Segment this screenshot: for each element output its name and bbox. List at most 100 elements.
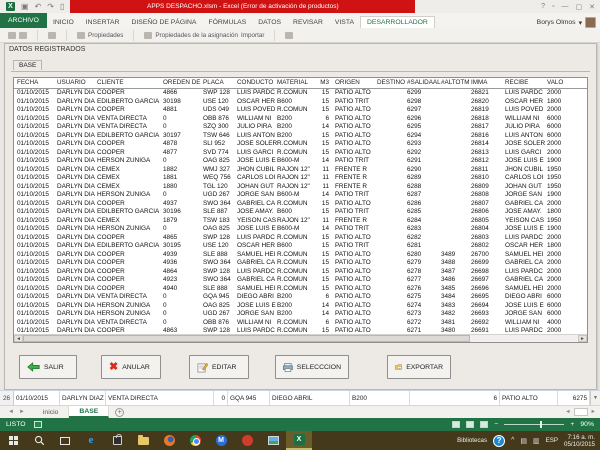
task-view-button[interactable] bbox=[52, 431, 78, 450]
language-indicator[interactable]: ESP bbox=[545, 437, 559, 444]
table-row[interactable]: 01/10/2015 DARLYN DIA CEMEX 1881 WEQ 756 CARL… bbox=[14, 174, 587, 183]
sheet-nav-right-icon[interactable]: ► bbox=[18, 409, 25, 415]
edge-button[interactable]: e bbox=[78, 431, 104, 450]
table-row[interactable]: 01/10/2015 DARLYN DIA COOPER 4865 SWP 128 LUI… bbox=[14, 234, 587, 243]
table-row[interactable]: 01/10/2015 DARLYN DIA COOPER 4863 SWP 128 LUI… bbox=[14, 327, 587, 336]
table-row[interactable]: 01/10/2015 DARLYN DIA VENTA DIRECTA 0 OBB 87… bbox=[14, 319, 587, 328]
scrollbar-thumb[interactable] bbox=[23, 335, 470, 342]
search-button[interactable] bbox=[26, 431, 52, 450]
undo-icon[interactable]: ↶ bbox=[34, 2, 42, 11]
minimize-icon[interactable]: — bbox=[561, 3, 569, 10]
table-row[interactable]: 01/10/2015 DARLYN DIA EDILBERTO GARCIA 3019… bbox=[14, 208, 587, 217]
normal-view-icon[interactable] bbox=[452, 421, 461, 428]
cell-cliente[interactable]: VENTA DIRECTA bbox=[106, 391, 214, 405]
tray-chevron-icon[interactable]: ^ bbox=[511, 437, 515, 444]
table-row[interactable]: 01/10/2015 DARLYN DIA CEMEX 1879 TSW 183 YEIS… bbox=[14, 217, 587, 226]
propiedades-label[interactable]: Propiedades bbox=[88, 31, 124, 39]
vertical-scroll-down-icon[interactable]: ▼ bbox=[590, 391, 600, 405]
seleccion-button[interactable]: SELECCCION bbox=[275, 355, 349, 379]
anular-button[interactable]: ✖ ANULAR bbox=[101, 355, 161, 379]
thunderbird-button[interactable]: M bbox=[208, 431, 234, 450]
tab-revisar[interactable]: REVISAR bbox=[293, 19, 323, 26]
tab-diseno-pagina[interactable]: DISEÑO DE PÁGINA bbox=[131, 19, 197, 26]
macros-icon[interactable] bbox=[19, 31, 27, 39]
salir-button[interactable]: SALIR bbox=[19, 355, 77, 379]
macro-record-icon[interactable] bbox=[33, 421, 42, 428]
documento-icon[interactable] bbox=[285, 31, 294, 39]
insertar-control-icon[interactable] bbox=[77, 31, 85, 39]
maximize-icon[interactable]: ▢ bbox=[575, 3, 583, 11]
redo-icon[interactable]: ↷ bbox=[47, 2, 54, 11]
sheet-tab-base[interactable]: BASE bbox=[69, 406, 110, 418]
tab-scrollbar[interactable] bbox=[573, 408, 588, 416]
cell-salida[interactable]: 6275 bbox=[558, 391, 590, 405]
notification-icon[interactable]: ▥ bbox=[533, 437, 540, 445]
table-row[interactable]: 01/10/2015 DARLYN DIA HERSON ZUÑIGA 0 UGD 26… bbox=[14, 310, 587, 319]
table-row[interactable]: 01/10/2015 DARLYN DIA VENTA DIRECTA 0 OBB 87… bbox=[14, 115, 587, 124]
tab-datos[interactable]: DATOS bbox=[258, 19, 282, 26]
exportar-button[interactable]: EXPORTAR bbox=[387, 355, 451, 379]
account-menu[interactable]: Borys Olmos ▾ bbox=[537, 17, 600, 28]
sheet-nav-left-icon[interactable]: ◄ bbox=[8, 409, 14, 415]
table-row[interactable]: 01/10/2015 DARLYN DIA COOPER 4940 SLE 888 SAM… bbox=[14, 285, 587, 294]
table-row[interactable]: 01/10/2015 DARLYN DIA EDILBERTO GARCIA 3019… bbox=[14, 98, 587, 107]
table-row[interactable]: 01/10/2015 DARLYN DIA COOPER 4881 UDS 049 LUI… bbox=[14, 106, 587, 115]
cell-usuario[interactable]: DARLYN DIAZ bbox=[60, 391, 106, 405]
help-icon[interactable]: ? bbox=[541, 3, 546, 10]
tab-desarrollador[interactable]: DESARROLLADOR bbox=[360, 16, 435, 28]
cell-material[interactable]: B200 bbox=[350, 391, 410, 405]
browser2-button[interactable] bbox=[234, 431, 260, 450]
save-icon[interactable]: ▣ bbox=[21, 2, 29, 11]
touch-keyboard-icon[interactable]: ▤ bbox=[520, 437, 528, 445]
cell-fecha[interactable]: 01/10/2015 bbox=[14, 391, 60, 405]
cell-m3[interactable]: 6 bbox=[410, 391, 500, 405]
form-page-tab-base[interactable]: BASE bbox=[13, 60, 43, 70]
tab-vista[interactable]: VISTA bbox=[334, 19, 355, 26]
table-row[interactable]: 01/10/2015 DARLYN DIA COOPER 4864 SWP 128 LUI… bbox=[14, 268, 587, 277]
chrome-button[interactable] bbox=[182, 431, 208, 450]
table-row[interactable]: 01/10/2015 DARLYN DIA COOPER 4939 SLE 888 SAM… bbox=[14, 251, 587, 260]
table-row[interactable]: 01/10/2015 DARLYN DIA VENTA DIRECTA 0 GQA 94… bbox=[14, 293, 587, 302]
file-explorer-button[interactable] bbox=[130, 431, 156, 450]
table-row[interactable]: 01/10/2015 DARLYN DIA COOPER 4866 SWP 128 LUI… bbox=[14, 89, 587, 98]
zoom-out-icon[interactable]: − bbox=[494, 421, 499, 428]
table-horizontal-scrollbar[interactable]: ◄ ► bbox=[14, 334, 587, 342]
tab-scroll-right-icon[interactable]: ► bbox=[590, 409, 596, 415]
firefox-button[interactable] bbox=[156, 431, 182, 450]
cell-conductor[interactable]: DIEGO ABRIL bbox=[270, 391, 350, 405]
tab-insertar[interactable]: INSERTAR bbox=[85, 19, 120, 26]
ribbon-options-icon[interactable]: ▫ bbox=[552, 3, 555, 10]
table-row[interactable]: 01/10/2015 DARLYN DIA VENTA DIRECTA 0 SZQ 30… bbox=[14, 123, 587, 132]
zoom-slider[interactable] bbox=[504, 421, 565, 428]
excel-taskbar-button[interactable]: X bbox=[286, 431, 312, 450]
scroll-right-icon[interactable]: ► bbox=[578, 335, 587, 342]
zoom-level[interactable]: 90% bbox=[580, 421, 594, 428]
origen-icon[interactable] bbox=[144, 31, 153, 39]
table-row[interactable]: 01/10/2015 DARLYN DIA EDILBERTO GARCIA 3019… bbox=[14, 242, 587, 251]
tab-scroll-left-icon[interactable]: ◄ bbox=[565, 409, 571, 415]
importar-label[interactable]: Importar bbox=[240, 31, 265, 39]
start-button[interactable] bbox=[0, 431, 26, 450]
table-row[interactable]: 01/10/2015 DARLYN DIA HERSON ZUÑIGA 0 OAG 82… bbox=[14, 302, 587, 311]
sheet-tab-inicio[interactable]: inicio bbox=[33, 406, 70, 418]
table-row[interactable]: 01/10/2015 DARLYN DIA EDILBERTO GARCIA 3019… bbox=[14, 132, 587, 141]
help-center-icon[interactable]: ? bbox=[493, 434, 506, 447]
table-row[interactable]: 01/10/2015 DARLYN DIA COOPER 4878 SLI 952 JOS… bbox=[14, 140, 587, 149]
spreadsheet-row-26[interactable]: 26 01/10/2015 DARLYN DIAZ VENTA DIRECTA … bbox=[0, 390, 600, 405]
complementos-icon[interactable] bbox=[48, 31, 56, 39]
table-row[interactable]: 01/10/2015 DARLYN DIA COOPER 4923 SWO 364 GAB… bbox=[14, 276, 587, 285]
cell-placa[interactable]: GQA 945 bbox=[228, 391, 270, 405]
close-icon[interactable]: ✕ bbox=[589, 3, 595, 11]
tab-formulas[interactable]: FÓRMULAS bbox=[208, 19, 247, 26]
store-button[interactable] bbox=[104, 431, 130, 450]
new-doc-icon[interactable]: ▯ bbox=[59, 2, 65, 11]
table-row[interactable]: 01/10/2015 DARLYN DIA COOPER 4877 SVD 774 LUI… bbox=[14, 149, 587, 158]
table-row[interactable]: 01/10/2015 DARLYN DIA CEMEX 1880 TGL 120 JOHA… bbox=[14, 183, 587, 192]
table-row[interactable]: 01/10/2015 DARLYN DIA COOPER 4937 SWO 364 GAB… bbox=[14, 200, 587, 209]
page-break-view-icon[interactable] bbox=[480, 421, 489, 428]
editar-button[interactable]: EDITAR bbox=[189, 355, 249, 379]
photos-button[interactable] bbox=[260, 431, 286, 450]
table-row[interactable]: 01/10/2015 DARLYN DIA HERSON ZUÑIGA 0 OAG 82… bbox=[14, 225, 587, 234]
table-row[interactable]: 01/10/2015 DARLYN DIA CEMEX 1882 WMJ 327 JHON… bbox=[14, 166, 587, 175]
cell-orden[interactable]: 0 bbox=[214, 391, 228, 405]
